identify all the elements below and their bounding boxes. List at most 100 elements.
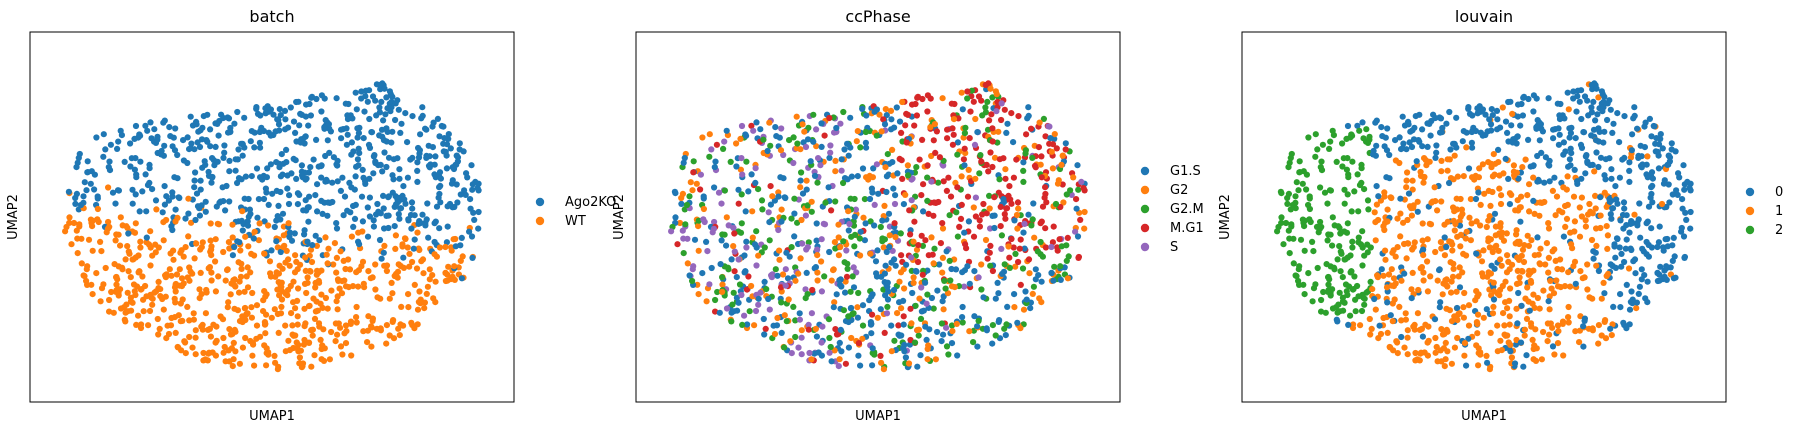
scatter-point	[190, 316, 197, 323]
y-axis-label: UMAP2	[1218, 194, 1233, 240]
scatter-point	[1482, 111, 1489, 118]
scatter-point	[172, 299, 179, 306]
scatter-point	[882, 262, 889, 269]
scatter-point	[197, 269, 204, 276]
scatter-point	[253, 302, 261, 309]
scatter-point	[314, 181, 321, 188]
scatter-point	[1663, 203, 1670, 211]
scatter-point	[886, 243, 893, 251]
scatter-point	[389, 290, 396, 297]
scatter-point	[1648, 133, 1655, 140]
scatter-point	[871, 222, 878, 229]
scatter-point	[944, 135, 951, 142]
scatter-point	[802, 212, 810, 219]
scatter-point	[840, 307, 848, 314]
scatter-point	[338, 290, 346, 297]
scatter-point	[1384, 125, 1391, 132]
scatter-point	[1506, 297, 1513, 304]
scatter-point	[142, 171, 149, 178]
scatter-point	[93, 134, 100, 141]
scatter-point	[706, 131, 713, 138]
scatter-point	[1391, 296, 1398, 303]
scatter-point	[1540, 328, 1547, 336]
scatter-point	[1595, 322, 1602, 329]
scatter-point	[1301, 223, 1308, 230]
scatter-point	[1460, 173, 1467, 180]
scatter-point	[87, 180, 94, 187]
scatter-point	[373, 112, 380, 119]
scatter-point	[758, 197, 766, 204]
scatter-point	[304, 238, 311, 245]
scatter-point	[700, 216, 707, 223]
scatter-point	[1586, 200, 1593, 208]
scatter-point	[1550, 126, 1557, 133]
scatter-point	[1601, 128, 1608, 135]
scatter-point	[1654, 270, 1661, 277]
scatter-point	[424, 200, 431, 207]
scatter-point	[1653, 135, 1660, 142]
scatter-point	[1620, 199, 1628, 206]
scatter-point	[1621, 258, 1628, 266]
scatter-point	[231, 120, 238, 127]
scatter-point	[1005, 243, 1012, 250]
scatter-point	[249, 352, 256, 359]
scatter-point	[1414, 356, 1421, 363]
scatter-point	[242, 334, 249, 342]
scatter-point	[256, 139, 263, 146]
scatter-point	[307, 246, 315, 253]
scatter-point	[918, 232, 925, 239]
scatter-point	[680, 250, 687, 257]
scatter-point	[458, 275, 465, 282]
scatter-point	[297, 110, 304, 117]
scatter-point	[1388, 194, 1395, 202]
scatter-point	[959, 303, 966, 311]
scatter-point	[842, 289, 849, 296]
scatter-point	[1664, 161, 1671, 168]
scatter-point	[788, 350, 795, 357]
scatter-point	[1520, 363, 1527, 370]
scatter-point	[261, 218, 268, 225]
scatter-point	[236, 318, 244, 325]
scatter-point	[1564, 89, 1571, 96]
scatter-point	[900, 201, 908, 208]
scatter-point	[1372, 306, 1379, 313]
scatter-point	[251, 228, 258, 235]
scatter-point	[253, 335, 260, 342]
scatter-point	[206, 264, 213, 271]
scatter-point	[851, 243, 858, 250]
scatter-point	[996, 156, 1004, 163]
scatter-point	[1534, 178, 1541, 185]
scatter-point	[180, 137, 187, 144]
scatter-point	[1409, 186, 1416, 193]
scatter-point	[78, 235, 85, 242]
scatter-point	[285, 286, 292, 294]
scatter-point	[712, 296, 719, 304]
scatter-point	[290, 118, 298, 125]
scatter-point	[202, 356, 209, 363]
scatter-point	[189, 270, 196, 277]
scatter-point	[171, 147, 179, 154]
scatter-point	[961, 130, 969, 137]
legend-marker	[1140, 204, 1150, 214]
scatter-point	[469, 254, 476, 261]
scatter-point	[212, 120, 219, 127]
scatter-point	[146, 307, 154, 315]
scatter-point	[856, 235, 863, 242]
scatter-point	[897, 269, 905, 276]
scatter-point	[1319, 141, 1326, 148]
scatter-point	[763, 286, 770, 293]
scatter-point	[262, 293, 269, 300]
scatter-point	[417, 296, 424, 303]
scatter-point	[1550, 290, 1558, 297]
scatter-point	[797, 184, 804, 191]
scatter-point	[1617, 291, 1624, 298]
scatter-point	[1371, 209, 1378, 216]
scatter-point	[939, 220, 946, 227]
scatter-point	[1020, 178, 1027, 185]
scatter-point	[1466, 214, 1473, 221]
scatter-point	[149, 301, 156, 308]
scatter-point	[777, 284, 785, 291]
x-axis-label: UMAP1	[249, 409, 295, 424]
scatter-point	[1477, 351, 1484, 358]
